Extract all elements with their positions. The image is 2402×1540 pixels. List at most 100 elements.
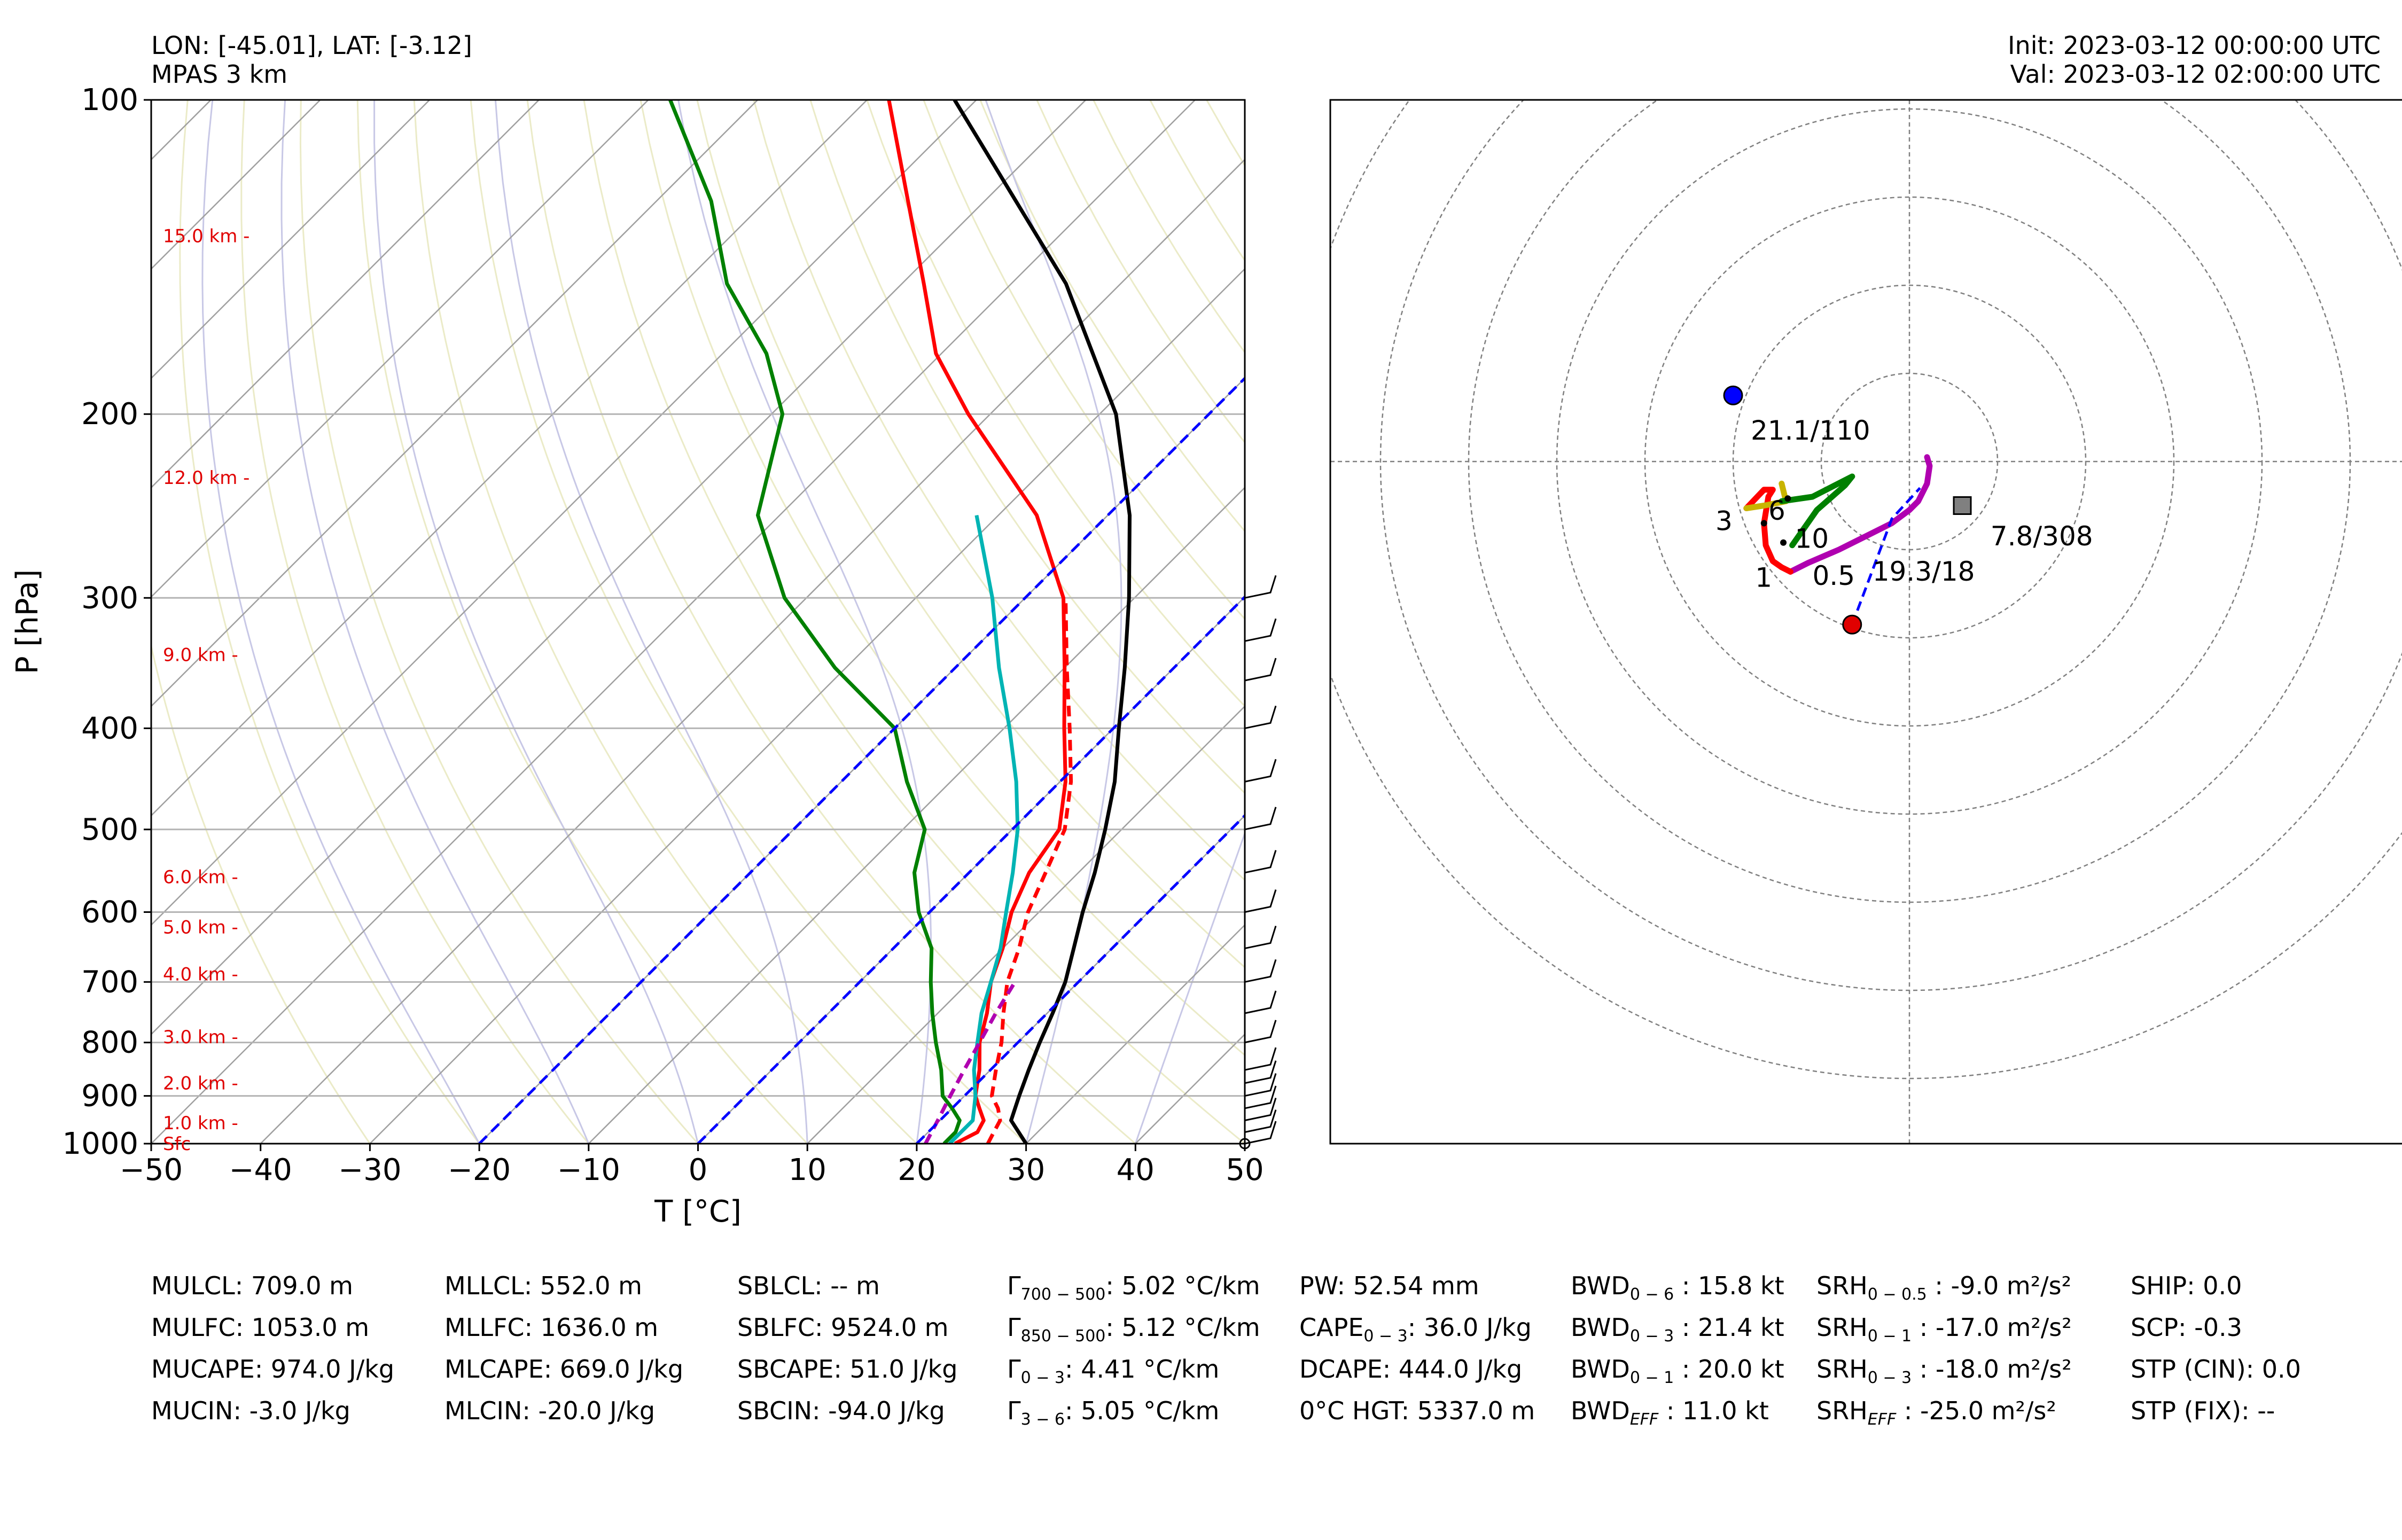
mulfc-value: MULFC: 1053.0 m xyxy=(151,1313,370,1342)
height-label: 6.0 km - xyxy=(163,866,238,888)
hodograph-trace: 21.1/110 7.8/308 19.3/18 3 6 10 1 0.5 xyxy=(1715,385,2093,635)
moist-adiabat xyxy=(494,100,808,1144)
isotherm-line xyxy=(151,100,1196,1144)
index-col-7: SRH0 − 0.5 : -9.0 m²/s² SRH0 − 1 : -17.0… xyxy=(1816,1265,2072,1432)
y-tick-label: 300 xyxy=(81,581,138,615)
mulcl-value: MULCL: 709.0 m xyxy=(151,1271,353,1300)
wind-barbs xyxy=(1239,575,1277,1150)
isotherm-line xyxy=(151,100,868,817)
y-tick-label: 400 xyxy=(81,711,138,746)
moist-adiabat xyxy=(985,100,1122,1144)
dry-adiabat xyxy=(923,100,1245,620)
dry-adiabat xyxy=(179,100,480,1144)
wind-barb xyxy=(1244,759,1277,783)
right-mover-marker xyxy=(1842,614,1862,635)
profile-line xyxy=(697,595,1245,1144)
lapse-rate-row: Γ3 − 6: 5.05 °C/km xyxy=(1007,1396,1220,1429)
isotherm-line xyxy=(151,100,649,598)
sbcape-value: SBCAPE: 51.0 J/kg xyxy=(737,1355,958,1383)
isotherm-line xyxy=(151,100,759,707)
isotherm-line xyxy=(1025,924,1245,1144)
y-axis-label: P [hPa] xyxy=(10,569,45,674)
ship-value: SHIP: 0.0 xyxy=(2131,1271,2242,1300)
x-tick-label: 50 xyxy=(1226,1153,1264,1187)
srh-row: SRH0 − 0.5 : -9.0 m²/s² xyxy=(1816,1271,2072,1304)
shear-vector-line xyxy=(1851,487,1921,626)
height-label: 15.0 km - xyxy=(163,226,249,247)
lapse-rate-row: Γ700 − 500: 5.02 °C/km xyxy=(1007,1271,1260,1304)
dry-adiabat xyxy=(151,643,371,1144)
wind-barb xyxy=(1244,1098,1277,1121)
dry-adiabat xyxy=(470,100,1027,1144)
dry-adiabat xyxy=(413,100,917,1144)
dry-adiabat xyxy=(1376,100,2402,1144)
dry-adiabat xyxy=(753,100,1245,881)
hodo-segment xyxy=(1743,480,1789,511)
isotherm-line xyxy=(807,705,1245,1144)
height-dot xyxy=(1784,495,1791,502)
y-tick-label: 500 xyxy=(81,812,138,847)
dry-adiabat xyxy=(979,100,1245,533)
mllcl-value: MLLCL: 552.0 m xyxy=(444,1271,642,1300)
stp-cin-value: STP (CIN): 0.0 xyxy=(2131,1355,2301,1383)
moist-adiabat xyxy=(1134,831,1245,1144)
wind-barb xyxy=(1244,889,1277,913)
left-mover-marker xyxy=(1723,385,1743,405)
bwd-row: BWD0 − 6 : 15.8 kt xyxy=(1571,1271,1784,1304)
dry-adiabat xyxy=(809,100,1245,794)
profile-line xyxy=(986,598,1073,1144)
hodo-ring xyxy=(1330,100,2402,1079)
wind-barb xyxy=(1244,705,1277,729)
sbcin-value: SBCIN: -94.0 J/kg xyxy=(737,1396,945,1425)
hodograph-rings xyxy=(1330,100,2402,1144)
isotherm-line xyxy=(260,158,1245,1144)
profile-line xyxy=(668,100,962,1144)
calm-wind-circle xyxy=(1239,1138,1251,1150)
bwd-row: BWDEFF : 11.0 kt xyxy=(1571,1396,1769,1429)
bwd-row: BWD0 − 1 : 20.0 kt xyxy=(1571,1355,1784,1388)
dry-adiabat xyxy=(866,100,1245,708)
wind-barb xyxy=(1244,1073,1277,1097)
hodo-vector-label: 19.3/18 xyxy=(1873,556,1975,587)
y-tick-label: 1000 xyxy=(62,1127,138,1161)
height-label: 3.0 km - xyxy=(163,1027,238,1048)
x-tick-label: 10 xyxy=(789,1153,826,1187)
hodo-segment xyxy=(1787,454,1933,575)
x-tick-label: 40 xyxy=(1117,1153,1155,1187)
index-col-5: PW: 52.54 mm CAPE0 − 3: 36.0 J/kg DCAPE:… xyxy=(1299,1265,1535,1432)
height-dot xyxy=(1760,520,1767,527)
hodo-height-label: 3 xyxy=(1715,506,1733,537)
dry-adiabat xyxy=(240,100,589,1144)
hodo-height-label: 6 xyxy=(1768,495,1785,526)
isotherm-line xyxy=(151,100,430,379)
freezing-level-value: 0°C HGT: 5337.0 m xyxy=(1299,1396,1535,1425)
valid-time-label: Val: 2023-03-12 02:00:00 UTC xyxy=(2010,60,2381,89)
index-col-2: MLLCL: 552.0 m MLLFC: 1636.0 m MLCAPE: 6… xyxy=(444,1265,683,1432)
isotherm-line xyxy=(151,100,977,926)
wind-barb xyxy=(1244,990,1277,1014)
wind-barb xyxy=(1244,1020,1277,1044)
isotherm-line xyxy=(369,268,1245,1144)
wind-barb xyxy=(1244,1060,1277,1084)
dry-adiabat xyxy=(1036,100,1245,444)
x-axis-label: T [°C] xyxy=(654,1194,742,1229)
mucape-value: MUCAPE: 974.0 J/kg xyxy=(151,1355,395,1383)
height-label: 4.0 km - xyxy=(163,964,238,986)
index-col-1: MULCL: 709.0 m MULFC: 1053.0 m MUCAPE: 9… xyxy=(151,1265,394,1432)
y-tick-label: 700 xyxy=(81,965,138,999)
profile-line xyxy=(916,814,1245,1144)
dry-adiabat xyxy=(1264,100,2402,1144)
init-time-label: Init: 2023-03-12 00:00:00 UTC xyxy=(2007,31,2381,60)
profile-line xyxy=(924,981,1017,1144)
isotherm-line xyxy=(151,100,1087,1036)
height-label: 1.0 km - xyxy=(163,1113,238,1134)
srh-row: SRH0 − 3 : -18.0 m²/s² xyxy=(1816,1355,2072,1388)
mllfc-value: MLLFC: 1636.0 m xyxy=(444,1313,659,1342)
index-col-4: Γ700 − 500: 5.02 °C/km Γ850 − 500: 5.12 … xyxy=(1007,1265,1260,1432)
isotherm-line xyxy=(588,487,1245,1144)
wind-barb xyxy=(1244,575,1277,599)
wind-barb xyxy=(1244,618,1277,642)
wind-barb xyxy=(1244,925,1277,949)
index-col-6: BWD0 − 6 : 15.8 kt BWD0 − 3 : 21.4 kt BW… xyxy=(1571,1265,1784,1432)
wind-barb xyxy=(1244,807,1277,831)
